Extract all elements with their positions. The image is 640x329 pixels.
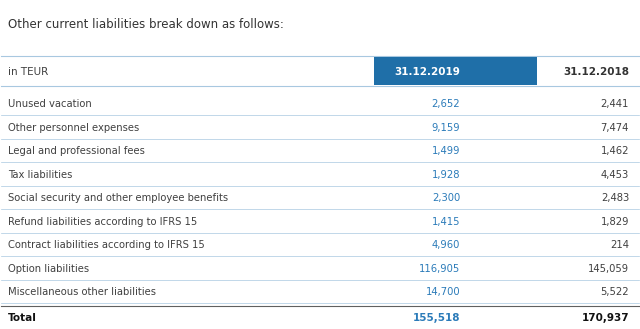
- Text: 2,652: 2,652: [431, 99, 460, 109]
- Text: Social security and other employee benefits: Social security and other employee benef…: [8, 193, 228, 203]
- Text: 4,960: 4,960: [432, 240, 460, 250]
- Text: 2,300: 2,300: [432, 193, 460, 203]
- Text: Contract liabilities according to IFRS 15: Contract liabilities according to IFRS 1…: [8, 240, 205, 250]
- Text: 116,905: 116,905: [419, 264, 460, 274]
- Text: 2,483: 2,483: [601, 193, 629, 203]
- Text: 1,462: 1,462: [600, 146, 629, 156]
- Text: Other current liabilities break down as follows:: Other current liabilities break down as …: [8, 18, 284, 31]
- Text: 31.12.2018: 31.12.2018: [563, 66, 629, 77]
- Text: Option liabilities: Option liabilities: [8, 264, 89, 274]
- Text: Total: Total: [8, 314, 36, 323]
- Text: 7,474: 7,474: [601, 123, 629, 133]
- Text: 1,415: 1,415: [432, 216, 460, 227]
- Text: Miscellaneous other liabilities: Miscellaneous other liabilities: [8, 287, 156, 297]
- Text: 170,937: 170,937: [581, 314, 629, 323]
- Text: Refund liabilities according to IFRS 15: Refund liabilities according to IFRS 15: [8, 216, 197, 227]
- Text: Legal and professional fees: Legal and professional fees: [8, 146, 145, 156]
- Text: 4,453: 4,453: [601, 170, 629, 180]
- Text: 9,159: 9,159: [431, 123, 460, 133]
- Text: 5,522: 5,522: [600, 287, 629, 297]
- Text: 31.12.2019: 31.12.2019: [394, 66, 460, 77]
- FancyBboxPatch shape: [374, 57, 537, 85]
- Text: 1,829: 1,829: [600, 216, 629, 227]
- Text: Other personnel expenses: Other personnel expenses: [8, 123, 139, 133]
- Text: 2,441: 2,441: [601, 99, 629, 109]
- Text: Unused vacation: Unused vacation: [8, 99, 92, 109]
- Text: 1,928: 1,928: [432, 170, 460, 180]
- Text: 1,499: 1,499: [432, 146, 460, 156]
- Text: 145,059: 145,059: [588, 264, 629, 274]
- Text: in TEUR: in TEUR: [8, 66, 48, 77]
- Text: 14,700: 14,700: [426, 287, 460, 297]
- Text: Tax liabilities: Tax liabilities: [8, 170, 72, 180]
- Text: 214: 214: [610, 240, 629, 250]
- Text: 155,518: 155,518: [413, 314, 460, 323]
